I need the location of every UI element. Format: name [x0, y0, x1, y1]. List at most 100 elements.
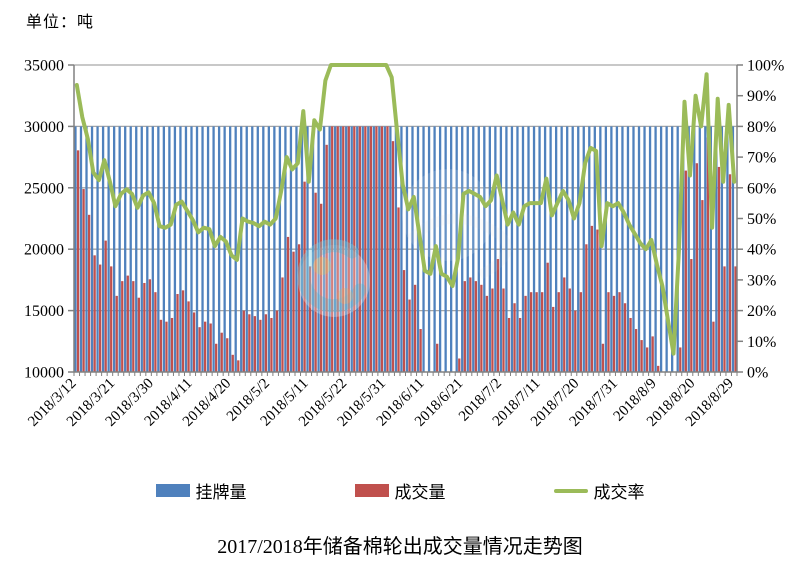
turnover-bar — [220, 332, 223, 372]
turnover-bar — [524, 295, 527, 372]
listed-bar — [79, 126, 83, 373]
listed-bar — [289, 126, 293, 373]
listed-bar — [278, 126, 282, 373]
listed-bar — [234, 126, 237, 373]
turnover-bar — [104, 240, 107, 372]
listed-bar — [477, 126, 480, 373]
y-axis-left-label: 15000 — [24, 303, 64, 320]
legend-item-turnover: 成交量 — [354, 478, 446, 503]
turnover-bar — [657, 365, 660, 372]
listed-bar — [621, 126, 624, 373]
turnover-bar — [679, 347, 682, 372]
turnover-bar — [529, 292, 533, 372]
turnover-bar — [596, 229, 599, 372]
turnover-bar — [115, 295, 118, 372]
listed-bar — [516, 126, 519, 373]
turnover-bar — [226, 338, 229, 372]
turnover-bar — [347, 126, 350, 373]
listed-bar — [543, 126, 547, 373]
y-axis-right-label: 50% — [747, 211, 776, 228]
turnover-bar — [546, 262, 549, 372]
listed-bar — [273, 126, 276, 373]
listed-bar — [251, 126, 254, 373]
turnover-bar — [159, 319, 163, 372]
chart-title: 2017/2018年储备棉轮出成交量情况走势图 — [217, 536, 583, 558]
turnover-bar — [203, 321, 207, 372]
turnover-bar — [413, 284, 417, 372]
turnover-bar — [275, 310, 279, 372]
turnover-bar — [259, 319, 262, 372]
listed-bar — [400, 126, 403, 373]
listed-bar — [538, 126, 541, 373]
turnover-bar — [563, 277, 566, 372]
turnover-bar — [253, 316, 257, 372]
listed-bar — [162, 126, 166, 373]
turnover-bar — [717, 166, 721, 372]
y-axis-right-label: 0% — [747, 365, 768, 382]
listed-bar — [698, 126, 701, 373]
turnover-bar — [143, 282, 146, 372]
turnover-bar — [192, 312, 196, 372]
turnover-bar — [358, 126, 361, 373]
listed-bar — [731, 126, 735, 373]
turnover-bar — [640, 340, 643, 372]
listed-bar — [665, 126, 668, 373]
unit-label: 单位：吨 — [26, 14, 95, 31]
listed-bar — [494, 126, 497, 373]
turnover-bar — [651, 336, 654, 372]
turnover-bar — [629, 317, 632, 372]
y-axis-right-label: 90% — [747, 88, 776, 105]
turnover-bar — [242, 310, 245, 372]
listed-bar — [593, 126, 596, 373]
listed-bar — [571, 126, 574, 373]
turnover-bar — [331, 126, 334, 373]
listed-bar — [720, 126, 724, 373]
listed-bar — [682, 126, 685, 373]
listed-bar — [483, 126, 486, 373]
turnover-bar — [297, 244, 301, 372]
turnover-bar — [391, 141, 395, 372]
listed-bar — [461, 126, 464, 373]
listed-bar — [554, 126, 558, 373]
listed-bar — [532, 126, 536, 373]
listed-bar — [687, 126, 690, 373]
turnover-bar — [82, 189, 85, 372]
listed-bar — [715, 126, 718, 373]
listed-bar — [659, 126, 663, 373]
listed-bar — [140, 126, 143, 373]
turnover-bar — [496, 259, 500, 372]
legend-label-rate: 成交率 — [593, 483, 645, 502]
turnover-bar — [684, 170, 687, 372]
listed-bar — [157, 126, 160, 373]
turnover-bar — [270, 317, 273, 372]
listed-bar — [472, 126, 475, 373]
turnover-bar — [380, 126, 384, 373]
listed-bar — [693, 126, 696, 373]
listed-bar — [350, 126, 353, 373]
turnover-bar — [541, 292, 544, 372]
turnover-bar — [535, 292, 538, 372]
listed-bar — [577, 126, 580, 373]
turnover-bar — [690, 259, 693, 372]
listed-bar — [217, 126, 221, 373]
listed-bar — [704, 126, 707, 373]
turnover-bar — [634, 329, 638, 372]
legend-label-turnover: 成交量 — [394, 483, 446, 502]
listed-bar — [637, 126, 641, 373]
turnover-bar — [320, 203, 323, 372]
y-axis-right-label: 60% — [747, 180, 776, 197]
y-axis-right-label: 40% — [747, 242, 776, 259]
listed-bar — [317, 126, 320, 373]
legend-item-listed: 挂牌量 — [155, 478, 247, 503]
listed-bar — [709, 126, 712, 373]
turnover-bar — [607, 292, 610, 372]
listed-bar — [488, 126, 491, 373]
listed-bar — [499, 126, 503, 373]
turnover-bar — [99, 264, 102, 372]
turnover-bar — [176, 294, 179, 372]
listed-bar — [179, 126, 182, 373]
turnover-bar — [364, 126, 367, 373]
listed-bar — [372, 126, 375, 373]
listed-bar — [322, 126, 326, 373]
turnover-bar — [165, 321, 168, 372]
